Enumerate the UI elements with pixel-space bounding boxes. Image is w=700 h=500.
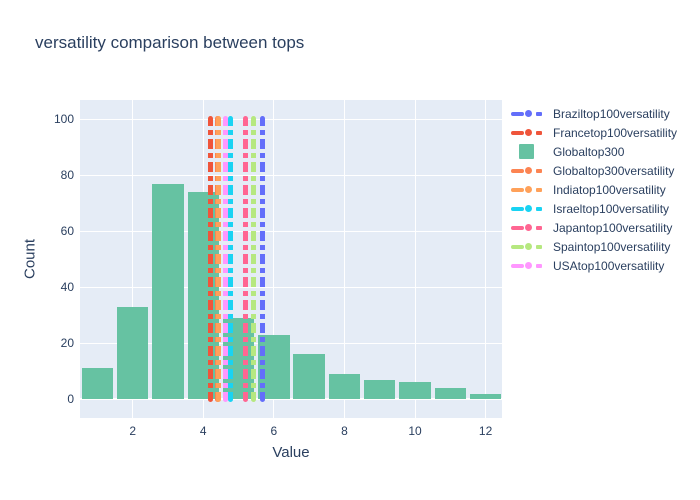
dashdot-line-icon: [511, 239, 548, 254]
chart-title: versatility comparison between tops: [35, 33, 305, 52]
dashdot-line-icon: [511, 201, 548, 216]
legend-dash: [511, 111, 524, 116]
legend-dot: [525, 224, 532, 231]
histogram-bar: [152, 183, 184, 400]
legend-minidash: [536, 244, 542, 249]
histogram-bar: [399, 382, 431, 400]
dashdot-line-icon: [511, 125, 548, 140]
legend-label: Indiatop100versatility: [553, 182, 666, 197]
legend-dot: [525, 262, 532, 269]
legend-item-israeltop100versatility[interactable]: Israeltop100versatility: [511, 199, 677, 218]
vline-indiatop100versatility: [215, 116, 221, 403]
legend: Braziltop100versatility Francetop100versa…: [511, 104, 677, 275]
histogram-bar: [363, 379, 396, 400]
x-tick-label: 2: [129, 424, 137, 438]
legend-dash: [511, 168, 524, 173]
plot-area[interactable]: [80, 100, 502, 418]
legend-label: Japantop100versatility: [553, 220, 673, 235]
vline-francetop100versatility: [207, 116, 213, 403]
x-axis-title: Value: [272, 444, 310, 461]
legend-dot: [525, 167, 532, 174]
x-tick-label: 12: [478, 424, 493, 438]
legend-item-indiatop100versatility[interactable]: Indiatop100versatility: [511, 180, 677, 199]
legend-item-braziltop100versatility[interactable]: Braziltop100versatility: [511, 104, 677, 123]
dashdot-line-icon: [511, 258, 548, 273]
legend-dot: [525, 205, 532, 212]
legend-label: Globaltop300: [553, 144, 625, 159]
legend-label: Braziltop100versatility: [553, 106, 670, 121]
legend-dot: [525, 129, 532, 136]
vline-usatop100versatility: [222, 116, 228, 403]
legend-label: Globaltop300versatility: [553, 163, 675, 178]
legend-dot: [525, 110, 532, 117]
legend-item-globaltop300[interactable]: Globaltop300: [511, 142, 677, 161]
legend-dash: [511, 225, 524, 230]
legend-dash: [511, 187, 524, 192]
vline-spaintop100versatility: [250, 116, 256, 403]
y-tick-label: 100: [53, 112, 74, 127]
x-gridline: [343, 100, 345, 418]
y-tick-label: 40: [60, 280, 74, 295]
legend-minidash: [536, 206, 542, 211]
y-gridline: [80, 118, 502, 120]
x-tick-label: 8: [341, 424, 348, 438]
vline-braziltop100versatility: [260, 116, 266, 403]
x-tick-label: 4: [199, 424, 207, 438]
y-gridline: [80, 174, 502, 176]
x-gridline: [132, 100, 134, 418]
legend-dot: [525, 243, 532, 250]
legend-item-francetop100versatility[interactable]: Francetop100versatility: [511, 123, 677, 142]
x-tick-label: 6: [270, 424, 278, 438]
x-tick-label: 10: [408, 424, 422, 438]
y-gridline: [80, 230, 502, 232]
histogram-bar: [116, 306, 149, 400]
histogram-bar: [434, 388, 467, 400]
histogram-bar: [81, 368, 114, 400]
y-tick-label: 80: [60, 168, 74, 183]
legend-item-globaltop300versatility[interactable]: Globaltop300versatility: [511, 161, 677, 180]
histogram-swatch-icon: [511, 144, 548, 159]
legend-minidash: [536, 263, 542, 268]
y-tick-label: 0: [67, 392, 74, 407]
legend-dash: [511, 244, 524, 249]
legend-item-spaintop100versatility[interactable]: Spaintop100versatility: [511, 237, 677, 256]
y-gridline: [80, 342, 502, 344]
legend-minidash: [536, 225, 542, 230]
x-gridline: [414, 100, 416, 418]
histogram-bar: [469, 393, 502, 400]
legend-square: [519, 144, 534, 159]
vline-israeltop100versatility: [227, 116, 233, 403]
zero-line: [80, 398, 502, 401]
legend-minidash: [536, 111, 542, 116]
y-tick-label: 60: [60, 224, 74, 239]
x-gridline: [485, 100, 487, 418]
legend-item-usatop100versatility[interactable]: USAtop100versatility: [511, 256, 677, 275]
dashdot-line-icon: [511, 106, 548, 121]
dashdot-line-icon: [511, 163, 548, 178]
legend-dash: [511, 130, 524, 135]
dashdot-line-icon: [511, 182, 548, 197]
histogram-bar: [187, 192, 220, 400]
y-tick-label: 20: [60, 336, 74, 351]
legend-dash: [511, 206, 524, 211]
histogram-bar: [328, 374, 361, 400]
y-gridline: [80, 286, 502, 288]
y-axis-title: Count: [21, 238, 39, 280]
legend-label: USAtop100versatility: [553, 258, 665, 273]
legend-dot: [525, 186, 532, 193]
legend-label: Francetop100versatility: [553, 125, 678, 140]
legend-minidash: [536, 168, 542, 173]
legend-label: Spaintop100versatility: [553, 239, 671, 254]
legend-dash: [511, 263, 524, 268]
vline-japantop100versatility: [243, 116, 249, 403]
legend-minidash: [536, 187, 542, 192]
x-gridline: [273, 100, 275, 418]
histogram-bar: [293, 354, 325, 400]
legend-label: Israeltop100versatility: [553, 201, 670, 216]
legend-item-japantop100versatility[interactable]: Japantop100versatility: [511, 218, 677, 237]
dashdot-line-icon: [511, 220, 548, 235]
legend-minidash: [536, 130, 542, 135]
